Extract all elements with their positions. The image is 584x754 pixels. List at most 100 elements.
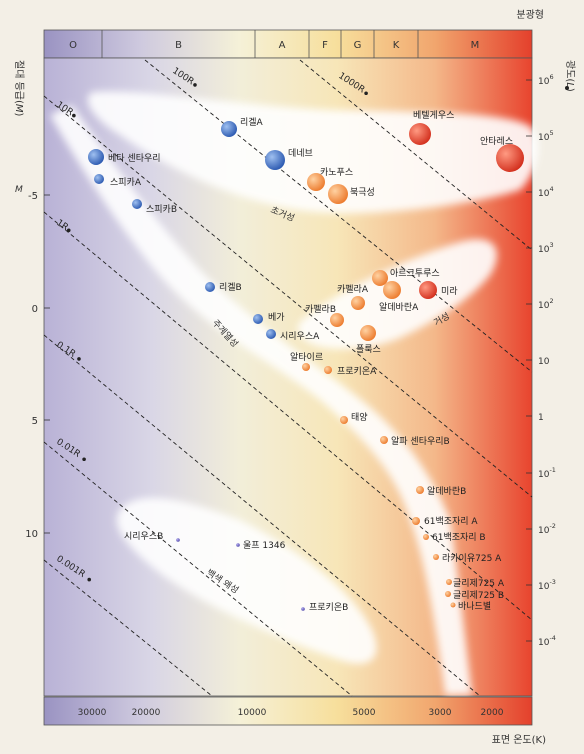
star-9-label: 아르크투루스 — [390, 268, 440, 279]
star-11-marker — [383, 281, 401, 299]
star-16-label: 베가 — [268, 312, 285, 323]
star-14-marker — [360, 325, 376, 341]
spectral-class-bar — [43, 29, 533, 59]
sun-symbol-icon — [87, 577, 92, 582]
star-6-marker — [132, 199, 142, 209]
star-3-marker — [496, 144, 524, 172]
star-23-marker — [412, 517, 420, 525]
star-1-label: 데네브 — [288, 148, 313, 159]
star-20-label: 태양 — [351, 412, 368, 423]
luminosity-tick-label: 10 — [538, 357, 550, 367]
luminosity-axis-title: 광도(L) — [564, 60, 576, 92]
magnitude-tick-label: 0 — [32, 304, 38, 315]
star-0-label: 리겔A — [240, 116, 264, 128]
star-27-marker — [445, 591, 451, 597]
star-26-marker — [446, 579, 452, 585]
luminosity-tick-label: 1 — [538, 413, 544, 423]
star-22-marker — [416, 486, 424, 494]
star-29-marker — [176, 538, 180, 542]
svg-text:절대 등급(M): 절대 등급(M) — [13, 60, 26, 117]
luminosity-tick-label: 10-4 — [538, 634, 556, 648]
star-18-label: 알타이르 — [290, 352, 323, 363]
luminosity-tick-label: 10-3 — [538, 578, 556, 592]
star-14-label: 폴룩스 — [356, 344, 381, 355]
star-11-label: 카펠라A — [337, 283, 369, 295]
spectral-class-a: A — [279, 40, 286, 51]
temperature-tick-label: 3000 — [429, 708, 452, 718]
star-16-marker — [253, 314, 263, 324]
star-17-marker — [266, 329, 276, 339]
star-20-marker — [340, 416, 348, 424]
spectral-class-f: F — [322, 40, 328, 51]
temperature-tick-label: 5000 — [353, 708, 376, 718]
temperature-bar — [43, 696, 533, 726]
star-13-label: 카펠라B — [305, 303, 336, 315]
temperature-title: 표면 온도(K) — [492, 734, 546, 746]
star-3-label: 안타레스 — [480, 136, 513, 147]
star-4-label: 베타 센타우리 — [108, 153, 161, 164]
star-19-label: 프로키온A — [337, 366, 377, 377]
radius-line — [43, 559, 213, 697]
star-30-marker — [236, 543, 240, 547]
sun-symbol-icon — [66, 228, 71, 233]
star-28-marker — [450, 602, 456, 608]
star-22-label: 알데바란B — [427, 485, 466, 497]
star-8-marker — [328, 184, 348, 204]
star-12-label: 알데바란A — [379, 301, 419, 313]
star-5-label: 스피카A — [110, 177, 142, 188]
star-25-label: 라카이유725 A — [442, 553, 502, 564]
star-13-marker — [330, 313, 344, 327]
spectral-class-k: K — [393, 40, 400, 51]
star-5-marker — [94, 174, 104, 184]
star-31-label: 프로키온B — [309, 602, 348, 613]
luminosity-tick-label: 104 — [538, 185, 554, 199]
star-4-marker — [88, 149, 104, 165]
sun-symbol-icon — [364, 91, 368, 96]
magnitude-tick-label: 5 — [32, 416, 38, 427]
star-18-marker — [302, 363, 310, 371]
star-1-marker — [265, 150, 285, 170]
spectral-class-title: 분광형 — [516, 9, 544, 21]
luminosity-tick-label: 10-2 — [538, 522, 556, 536]
star-19-marker — [324, 366, 332, 374]
temperature-ticks: 30000 20000 10000 5000 3000 2000 — [78, 708, 504, 718]
star-9-marker — [372, 270, 388, 286]
magnitude-axis: -5 0 5 10 — [25, 191, 50, 540]
star-7-marker — [307, 173, 325, 191]
regions — [50, 91, 539, 695]
star-10-label: 미라 — [441, 286, 458, 297]
star-8-label: 북극성 — [350, 187, 375, 198]
star-15-marker — [205, 282, 215, 292]
star-25-marker — [433, 554, 439, 560]
star-29-label: 시리우스B — [124, 531, 163, 542]
luminosity-tick-label: 106 — [538, 73, 554, 87]
star-24-marker — [423, 534, 429, 540]
spectral-class-o: O — [69, 40, 77, 51]
star-27-label: 글리제725 B — [453, 590, 504, 601]
temperature-tick-label: 30000 — [78, 708, 107, 718]
radius-line — [299, 59, 533, 251]
sun-symbol-icon — [565, 86, 569, 90]
radius-line — [144, 59, 533, 373]
star-7-label: 카노푸스 — [320, 167, 353, 178]
radius-line — [43, 211, 533, 621]
spectral-class-g: G — [354, 40, 362, 51]
star-15-label: 리겔B — [219, 281, 242, 293]
magnitude-axis-symbol: M — [15, 185, 23, 195]
radius-line — [43, 334, 481, 697]
sun-symbol-icon — [82, 457, 86, 462]
star-31-marker — [301, 607, 305, 611]
star-10-marker — [419, 281, 437, 299]
magnitude-axis-title: 절대 등급(M) — [13, 60, 26, 117]
radius-line — [43, 95, 533, 498]
magnitude-tick-label: -5 — [28, 191, 38, 202]
spectral-class-b: B — [175, 40, 182, 51]
star-24-label: 61백조자리 B — [432, 532, 486, 543]
star-21-label: 알파 센타우리B — [391, 436, 450, 447]
luminosity-tick-label: 102 — [538, 297, 554, 311]
star-28-label: 바나드별 — [458, 601, 491, 612]
